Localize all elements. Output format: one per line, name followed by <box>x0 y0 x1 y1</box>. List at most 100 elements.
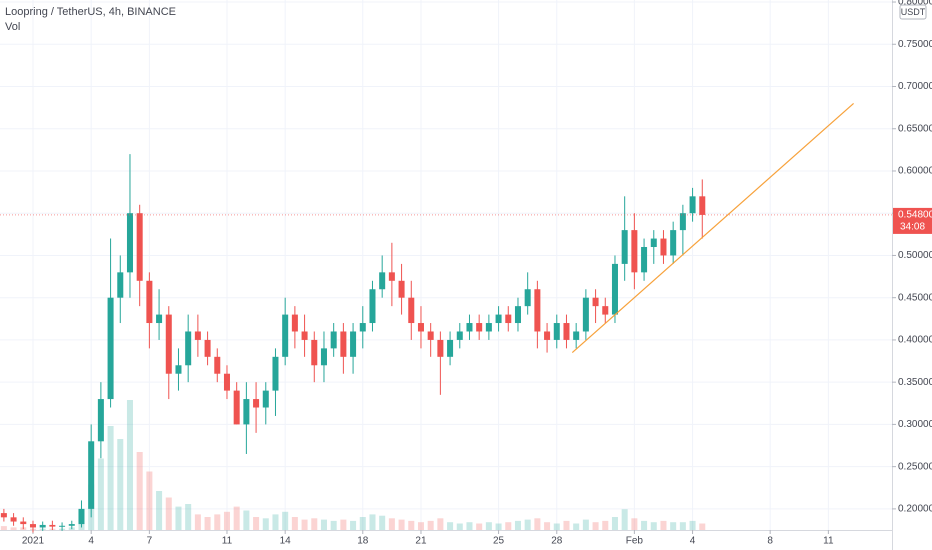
volume-bar <box>311 518 318 530</box>
y-tick-label: 0.50000 <box>898 250 932 261</box>
volume-bar <box>146 471 153 530</box>
volume-bar <box>592 522 599 530</box>
last-price-box <box>893 207 932 234</box>
candle-body <box>369 289 376 324</box>
candle-body <box>204 339 211 357</box>
candle-body <box>563 323 570 340</box>
candle-body <box>10 517 17 522</box>
volume-bar <box>679 522 686 530</box>
candle-body <box>485 323 492 332</box>
x-tick-label: 18 <box>357 536 369 547</box>
volume-bar <box>223 511 230 530</box>
candle-body <box>78 508 85 525</box>
candle-body <box>437 339 444 357</box>
candle-body <box>146 280 153 324</box>
volume-bar <box>379 515 386 530</box>
volume-bar <box>320 519 327 530</box>
candle-body <box>49 524 56 527</box>
volume-bar <box>243 510 250 530</box>
volume-bar <box>485 522 492 530</box>
volume-bar <box>126 400 133 530</box>
x-tick-label: 28 <box>551 536 563 547</box>
candle-body <box>136 213 143 281</box>
volume-bar <box>204 517 211 530</box>
volume-bar <box>427 520 434 530</box>
candle-body <box>553 323 560 340</box>
candle-body <box>602 306 609 315</box>
candle-body <box>476 323 483 332</box>
volume-bar <box>194 514 201 530</box>
candle-body <box>68 524 75 526</box>
x-tick-label: 11 <box>823 536 834 547</box>
candle-body <box>107 297 114 400</box>
volume-label: Vol <box>5 21 20 33</box>
volume-bar <box>291 517 298 530</box>
currency[interactable]: USDT <box>901 7 926 17</box>
candle-body <box>466 323 473 332</box>
candle-body <box>689 196 696 214</box>
volume-bar <box>456 523 463 530</box>
volume-bar <box>524 519 531 530</box>
candle-body <box>447 339 454 357</box>
x-tick-label: 11 <box>222 536 233 547</box>
volume-bar <box>582 519 589 530</box>
volume-bar <box>476 523 483 530</box>
volume-bar <box>447 522 454 530</box>
candle-body <box>330 331 337 349</box>
volume-bar <box>437 518 444 530</box>
candle-body <box>20 521 27 525</box>
volume-bar <box>369 514 376 530</box>
last-price-label: 0.54800 <box>898 210 932 221</box>
candle-body <box>641 247 648 273</box>
x-tick-label: 4 <box>690 536 696 547</box>
symbol-title: Loopring / TetherUS, 4h, BINANCE <box>5 6 176 18</box>
y-tick-label: 0.45000 <box>898 292 932 303</box>
volume-bar <box>408 520 415 530</box>
volume-bar <box>262 518 269 530</box>
volume-bar <box>107 426 114 530</box>
y-tick-label: 0.25000 <box>898 461 932 472</box>
volume-bar <box>253 517 260 530</box>
volume-bar <box>398 519 405 530</box>
candle-body <box>311 339 318 366</box>
candle-body <box>29 524 36 528</box>
volume-bar <box>699 523 706 530</box>
x-tick-label: 25 <box>493 536 505 547</box>
candle-body <box>621 230 628 264</box>
candle-body <box>126 213 133 273</box>
candle-body <box>39 524 46 528</box>
y-tick-label: 0.40000 <box>898 335 932 346</box>
candle-body <box>427 331 434 340</box>
currency-box[interactable] <box>899 4 927 20</box>
volume-bar <box>544 522 551 530</box>
y-tick-label: 0.20000 <box>898 504 932 515</box>
candle-body <box>495 314 502 324</box>
x-tick-label: 4 <box>88 536 94 547</box>
x-tick-label: 14 <box>280 536 292 547</box>
volume-bar <box>330 520 337 530</box>
candle-body <box>388 272 395 281</box>
volume-bar <box>495 523 502 530</box>
volume-bar <box>631 518 638 530</box>
candle-body <box>514 306 521 324</box>
volume-bar <box>466 522 473 530</box>
volume-bar <box>185 504 192 530</box>
candle-body <box>379 272 386 290</box>
volume-bar <box>0 526 7 530</box>
volume-bar <box>388 518 395 530</box>
candle-body <box>214 356 221 374</box>
volume-bar <box>165 497 172 530</box>
candle-body <box>631 230 638 273</box>
volume-bar <box>621 509 628 530</box>
x-tick-label: Feb <box>626 536 644 547</box>
volume-bar <box>573 523 580 530</box>
volume-bar <box>214 514 221 530</box>
candle-body <box>185 331 192 366</box>
candle-body <box>301 331 308 340</box>
candle-body <box>233 390 240 425</box>
candle-body <box>243 399 250 425</box>
y-tick-label: 0.30000 <box>898 419 932 430</box>
x-tick-label: 7 <box>147 536 153 547</box>
candle-body <box>165 314 172 374</box>
